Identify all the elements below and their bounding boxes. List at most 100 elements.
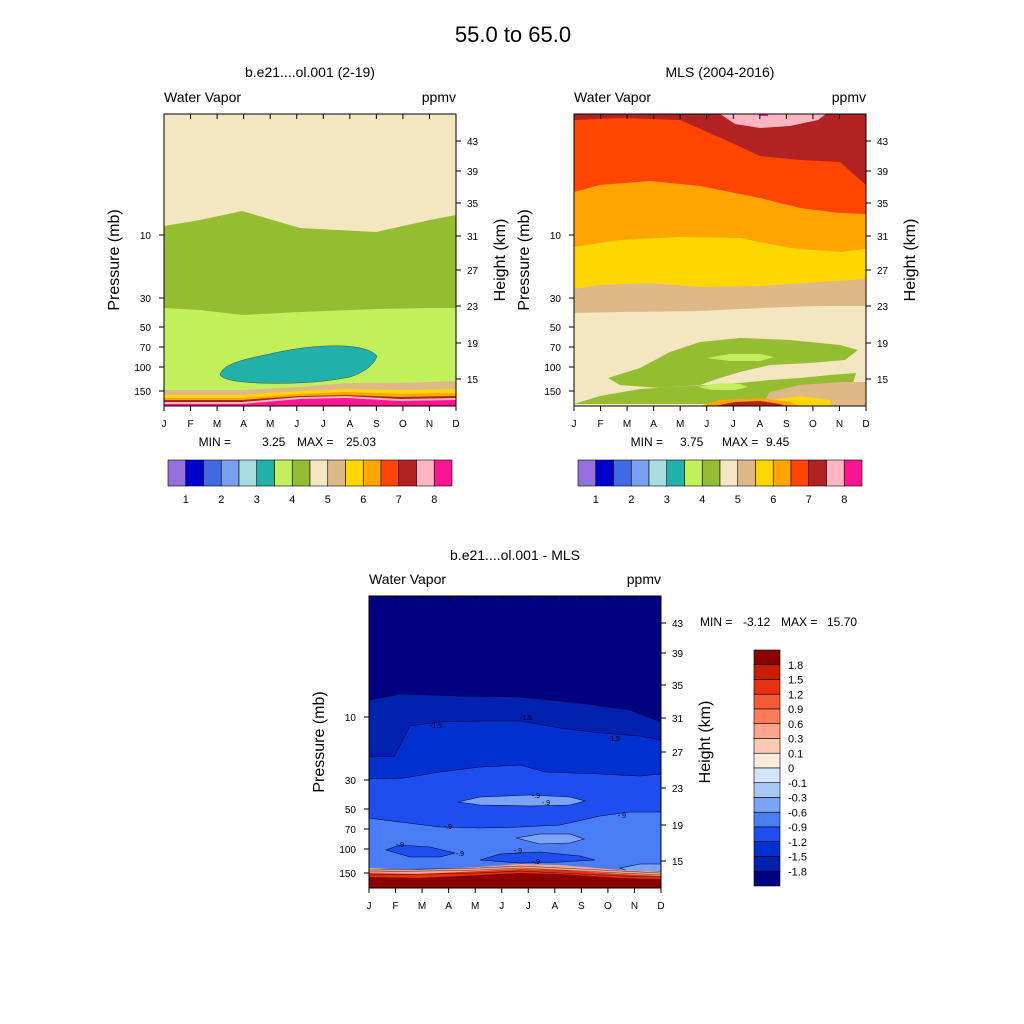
x-tick-label: S (578, 901, 585, 912)
panel-diff-stats: MIN = -3.12 MAX = 15.70 (700, 615, 857, 629)
colorbar-label: 5 (325, 494, 331, 506)
mls-region-lightgreen-patch-b (698, 383, 748, 390)
x-tick-label: F (187, 419, 193, 430)
colorbar-swatch (345, 459, 364, 487)
x-tick-label: A (445, 901, 452, 912)
colorbar-swatch (416, 459, 435, 487)
x-tick-label: J (499, 901, 504, 912)
colorbar-label: 0.6 (788, 719, 803, 731)
panel-mls-units: ppmv (832, 89, 866, 105)
panel-model-min: 3.25 (262, 435, 286, 449)
x-tick-label: A (756, 419, 763, 430)
x-tick-label: J (321, 419, 326, 430)
panel-diff-min-label: MIN = (700, 615, 732, 629)
height-tick-label: 43 (672, 619, 684, 630)
x-tick-label: J (704, 419, 709, 430)
contour-label: -.9 (456, 851, 464, 858)
x-tick-label: O (604, 901, 612, 912)
contour-label: -1.5 (520, 715, 532, 722)
mls-region-magenta-speck (760, 114, 768, 116)
colorbar-swatch (701, 459, 721, 487)
contour-label: -.9 (618, 813, 626, 820)
colorbar-swatch (274, 459, 293, 487)
diff-contour-lines (368, 865, 662, 878)
mls-region-pink-cap (720, 114, 826, 128)
x-tick-label: A (650, 419, 657, 430)
panel-diff-units: ppmv (627, 571, 661, 587)
contour-label: -.9 (514, 848, 522, 855)
panel-model-min-label: MIN = (199, 435, 231, 449)
panel-diff-field (368, 596, 662, 889)
panel-model-max: 25.03 (346, 435, 376, 449)
pressure-tick-label: 150 (134, 387, 151, 398)
panel-mls-max-label: MAX = (722, 435, 758, 449)
colorbar-swatch (309, 459, 329, 487)
x-tick-label: M (676, 419, 684, 430)
colorbar-label: -1.2 (788, 837, 807, 849)
x-tick-label: F (597, 419, 603, 430)
pressure-tick-label: 100 (339, 845, 356, 856)
x-tick-label: N (426, 419, 433, 430)
mls-region-lightgreen-patch-a (706, 354, 774, 361)
panel-model-units: ppmv (422, 89, 456, 105)
colorbar-swatch (185, 459, 204, 487)
colorbar-swatch (291, 459, 311, 487)
colorbar-swatch (772, 459, 792, 487)
height-tick-label: 39 (672, 649, 684, 660)
colorbar-swatch (755, 459, 774, 487)
pressure-tick-label: 100 (544, 363, 561, 374)
pressure-tick-label: 50 (550, 323, 562, 334)
colorbar-label: 0 (788, 763, 794, 775)
colorbar-swatch (684, 459, 703, 487)
colorbar-label: 6 (360, 494, 366, 506)
colorbar-swatch (238, 459, 258, 487)
panel-diff-max-label: MAX = (781, 615, 817, 629)
x-tick-label: M (623, 419, 631, 430)
pressure-tick-label: 50 (345, 805, 357, 816)
height-tick-label: 15 (467, 375, 479, 386)
contour-label: -1.5 (430, 723, 442, 730)
x-tick-label: M (266, 419, 274, 430)
panel-diff-max: 15.70 (827, 615, 857, 629)
colorbar-label: 5 (735, 494, 741, 506)
colorbar-label: -0.1 (788, 778, 807, 790)
x-tick-label: S (373, 419, 380, 430)
colorbar-swatch (433, 459, 453, 487)
colorbar-label: 6 (770, 494, 776, 506)
colorbar-swatch (753, 811, 781, 828)
height-tick-label: 15 (877, 375, 889, 386)
colorbar-swatch (220, 459, 240, 487)
x-tick-label: M (213, 419, 221, 430)
x-tick-label: A (551, 901, 558, 912)
colorbar-swatch (167, 459, 187, 487)
colorbar-label: 3 (254, 494, 260, 506)
colorbar-label: 1.2 (788, 689, 803, 701)
x-tick-label: F (392, 901, 398, 912)
panel-model-colorbar: 1 2 3 4 5 6 7 8 (167, 459, 453, 506)
colorbar-label: -0.6 (788, 807, 807, 819)
colorbar-label: 4 (699, 494, 705, 506)
colorbar-swatch (808, 459, 827, 487)
panel-model-axes: J F M A M J J A S O N D 10 30 50 70 100 150 43 39 35 31 27 23 19… (134, 114, 479, 430)
panel-model-field (164, 114, 456, 406)
height-tick-label: 15 (672, 857, 684, 868)
panel-mls-y2label: Height (km) (902, 219, 919, 302)
contour-label: -.9 (542, 800, 550, 807)
panel-model: b.e21....ol.001 (2-19) Water Vapor ppmv … (106, 64, 509, 506)
colorbar-swatch (648, 459, 668, 487)
panel-diff-axes: J F M A M J J A S O N D 10 30 50 70 100 150 43 39 35 31 27 23 19… (339, 596, 684, 912)
x-tick-label: O (399, 419, 407, 430)
panel-mls-variable: Water Vapor (574, 89, 651, 105)
colorbar-swatch (753, 870, 781, 887)
height-tick-label: 27 (467, 266, 479, 277)
panel-diff-title: b.e21....ol.001 - MLS (450, 547, 580, 563)
x-tick-label: J (526, 901, 531, 912)
colorbar-label: 0.1 (788, 748, 803, 760)
colorbar-swatch (719, 459, 739, 487)
colorbar-swatch (737, 459, 756, 487)
pressure-tick-label: 30 (345, 776, 357, 787)
colorbar-swatch (753, 826, 781, 843)
height-tick-label: 27 (672, 748, 684, 759)
colorbar-swatch (790, 459, 810, 487)
panel-mls-frame (573, 113, 867, 407)
